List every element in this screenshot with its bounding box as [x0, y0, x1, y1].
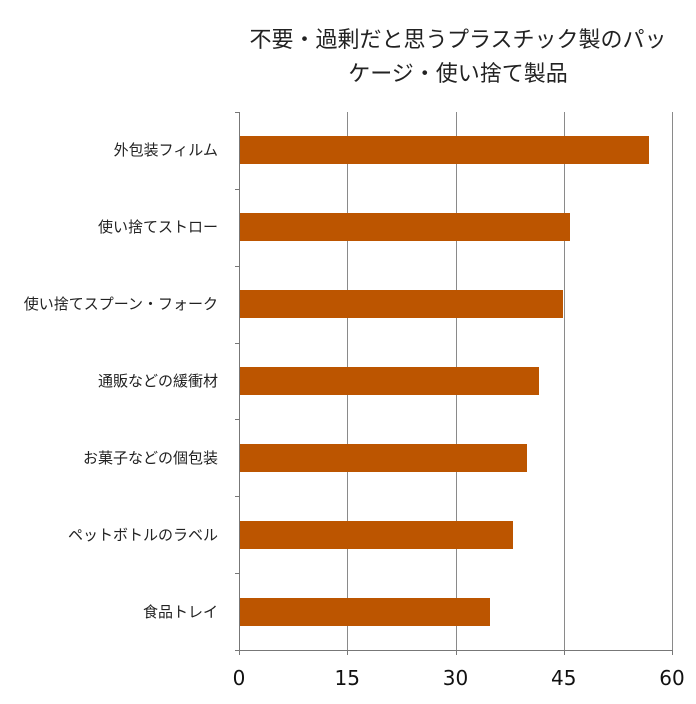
category-label: 食品トレイ	[142, 602, 218, 621]
y-axis-line	[239, 112, 240, 650]
x-tick-label: 30	[442, 666, 469, 690]
plot-area	[235, 112, 673, 655]
x-tick	[455, 650, 457, 655]
chart-title-line-1: 不要・過剰だと思うプラスチック製のパッ	[249, 28, 667, 53]
y-tick	[235, 650, 239, 651]
x-tick-label: 15	[334, 666, 360, 690]
chart-title-line-2: ケージ・使い捨て製品	[348, 62, 568, 87]
x-tick-label: 45	[551, 666, 577, 690]
y-tick	[235, 342, 239, 344]
x-tick-label: 0	[232, 666, 246, 690]
bar	[240, 213, 570, 242]
bar	[240, 597, 491, 626]
bar	[240, 520, 513, 549]
y-tick	[235, 496, 239, 498]
gridline	[672, 112, 673, 650]
x-tick	[347, 650, 349, 655]
bar	[240, 290, 563, 319]
y-tick	[235, 112, 239, 113]
category-label: 外包装フィルム	[113, 141, 218, 160]
bar	[240, 443, 527, 472]
bar	[240, 367, 539, 395]
y-tick	[235, 419, 239, 421]
bar	[240, 136, 650, 165]
category-label: 使い捨てスプーン・フォーク	[23, 295, 218, 314]
x-tick	[239, 650, 240, 655]
y-tick	[235, 573, 239, 575]
category-label: 通販などの緩衝材	[97, 372, 218, 390]
category-label: 使い捨てストロー	[97, 218, 218, 237]
x-tick-label: 60	[659, 666, 685, 690]
category-label: ペットボトルのラベル	[67, 525, 218, 544]
gridline	[563, 112, 565, 650]
x-tick	[672, 650, 673, 655]
y-tick	[235, 265, 239, 267]
x-tick	[563, 650, 565, 655]
chart-title: 不要・過剰だと思うプラスチック製のパッ ケージ・使い捨て製品	[220, 24, 696, 92]
category-label: お菓子などの個包装	[82, 448, 218, 467]
y-tick	[235, 188, 239, 190]
